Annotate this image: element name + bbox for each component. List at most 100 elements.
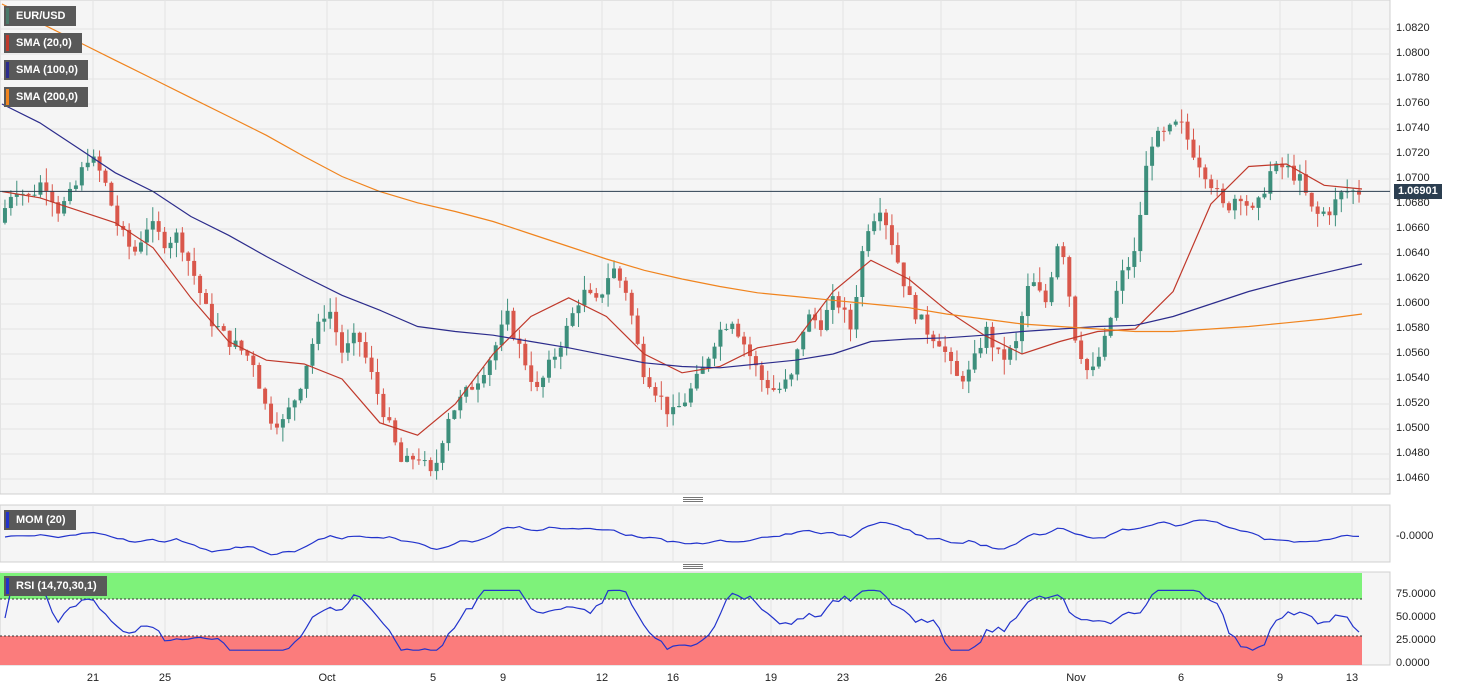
candle-body	[1268, 171, 1273, 194]
time-tick: 21	[86, 672, 100, 684]
instrument-badge[interactable]: EUR/USD	[4, 6, 76, 26]
candle-body	[866, 231, 871, 252]
candle-body	[629, 292, 634, 316]
candle-body	[901, 262, 906, 287]
candle-body	[813, 314, 818, 321]
candle-body	[221, 326, 226, 331]
candle-body	[1173, 121, 1178, 125]
time-tick: 9	[499, 672, 507, 684]
time-tick: 23	[836, 672, 850, 684]
candle-body	[949, 351, 954, 362]
candle-body	[724, 328, 729, 330]
candle-body	[79, 167, 84, 186]
candle-body	[1333, 199, 1338, 216]
candle-body	[2, 208, 7, 223]
candle-body	[381, 393, 386, 418]
candle-body	[937, 341, 942, 347]
time-tick: 12	[595, 672, 609, 684]
sma-100-line	[1, 103, 1363, 369]
candle-body	[68, 188, 72, 202]
candle-body	[984, 326, 989, 348]
candle-body	[558, 347, 563, 357]
candle-body	[233, 340, 238, 347]
candle-body	[1167, 124, 1172, 132]
rsi-axis-tick: 50.0000	[1396, 611, 1436, 623]
candle-body	[446, 418, 451, 444]
time-tick: 9	[1276, 672, 1284, 684]
candle-body	[1197, 157, 1202, 168]
candle-body	[972, 353, 977, 370]
candle-body	[286, 407, 291, 420]
candle-body	[617, 268, 622, 281]
candle-body	[280, 419, 285, 428]
candle-body	[1085, 359, 1090, 371]
candle-body	[56, 202, 61, 214]
time-tick: 5	[429, 672, 437, 684]
candle-body	[1079, 340, 1084, 360]
rsi-badge[interactable]: RSI (14,70,30,1)	[4, 576, 107, 596]
candle-body	[209, 303, 214, 327]
candlestick-series	[2, 109, 1362, 480]
candle-body	[428, 460, 433, 472]
candle-body	[393, 420, 398, 443]
sma-20-badge[interactable]: SMA (20,0)	[4, 33, 82, 53]
candle-body	[168, 242, 173, 249]
candle-body	[682, 402, 687, 407]
candle-body	[1014, 341, 1019, 349]
sma-200-line	[1, 3, 1363, 333]
candle-body	[1067, 257, 1072, 297]
candle-body	[38, 182, 43, 195]
price-tick: 1.0620	[1396, 272, 1430, 284]
rsi-swatch	[6, 578, 9, 594]
sma-20-swatch	[6, 35, 9, 51]
candle-body	[274, 423, 279, 428]
candle-body	[156, 221, 161, 232]
candle-body	[694, 373, 699, 389]
mom-panel[interactable]	[0, 504, 1391, 563]
price-tick: 1.0500	[1396, 422, 1430, 434]
rsi-overbought-zone	[0, 573, 1362, 599]
candle-body	[73, 185, 78, 189]
candle-body	[304, 365, 309, 389]
candle-body	[162, 231, 167, 249]
mom-line	[4, 519, 1360, 556]
price-tick: 1.0460	[1396, 472, 1430, 484]
sma-20-label: SMA (20,0)	[16, 37, 72, 49]
candle-body	[245, 350, 250, 356]
price-tick: 1.0700	[1396, 172, 1430, 184]
candle-body	[996, 347, 1001, 350]
candle-body	[62, 201, 67, 214]
candle-body	[1191, 139, 1196, 158]
candle-body	[1102, 335, 1107, 357]
candle-body	[795, 349, 800, 375]
mom-panel-resize-handle[interactable]	[683, 564, 703, 569]
candle-body	[481, 374, 486, 384]
candle-body	[765, 380, 770, 389]
price-panel-resize-handle[interactable]	[683, 497, 703, 502]
price-panel[interactable]	[0, 0, 1391, 495]
candle-body	[1274, 163, 1279, 172]
candle-body	[895, 245, 900, 263]
candle-body	[546, 359, 551, 378]
candle-body	[1061, 246, 1066, 258]
sma-100-badge[interactable]: SMA (100,0)	[4, 60, 88, 80]
candle-body	[174, 232, 179, 243]
candle-body	[204, 292, 208, 304]
candle-body	[50, 190, 55, 203]
candle-body	[8, 196, 13, 209]
candle-body	[103, 170, 108, 183]
candle-body	[227, 330, 232, 347]
candle-body	[623, 280, 628, 293]
candle-body	[416, 459, 421, 461]
mom-badge[interactable]: MOM (20)	[4, 510, 76, 530]
candle-body	[688, 388, 693, 403]
candle-body	[848, 309, 853, 330]
candle-body	[748, 344, 752, 357]
candle-body	[133, 246, 138, 252]
candle-body	[647, 377, 652, 387]
candle-body	[399, 442, 404, 462]
candle-body	[594, 293, 599, 298]
price-tick: 1.0580	[1396, 322, 1430, 334]
sma-200-badge[interactable]: SMA (200,0)	[4, 87, 88, 107]
